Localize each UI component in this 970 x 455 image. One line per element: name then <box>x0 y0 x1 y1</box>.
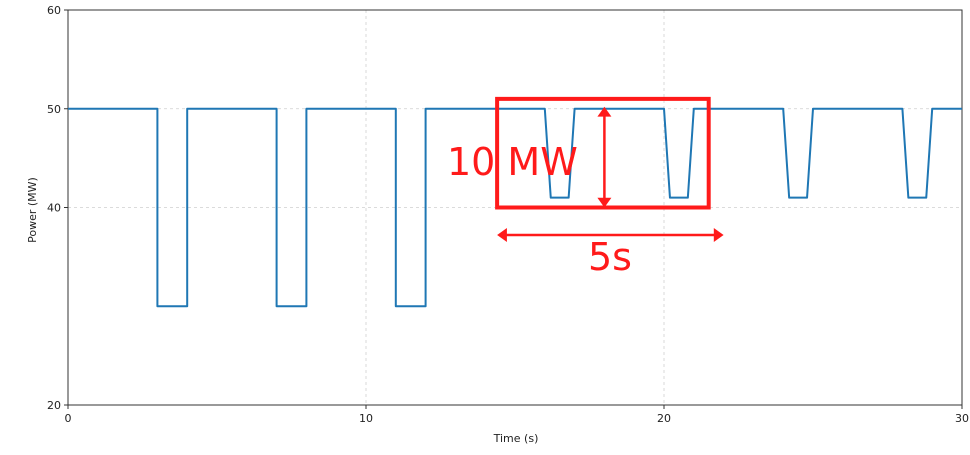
x-tick-label: 10 <box>359 412 373 425</box>
x-tick-label: 30 <box>955 412 969 425</box>
x-tick-label: 20 <box>657 412 671 425</box>
x-axis-label: Time (s) <box>493 432 539 445</box>
horizontal-arrow-head-right <box>713 228 724 242</box>
vertical-arrow-head-bottom <box>597 197 612 208</box>
vertical-arrow-head-top <box>597 106 612 117</box>
annotation-5s: 5s <box>588 235 632 279</box>
y-axis-label: Power (MW) <box>26 177 39 243</box>
power-series-line <box>68 107 962 308</box>
highlight-box <box>495 96 711 210</box>
y-tick-label: 60 <box>47 4 61 17</box>
annotations <box>495 96 724 242</box>
annotation-10mw: 10 MW <box>447 140 578 184</box>
y-tick-label: 20 <box>47 399 61 412</box>
y-tick-label: 50 <box>47 103 61 116</box>
horizontal-arrow-head-left <box>497 228 507 242</box>
x-tick-label: 0 <box>65 412 72 425</box>
series <box>68 107 962 308</box>
tick-labels: 0 10 20 30 20 40 50 60 <box>47 4 969 425</box>
axes <box>64 9 963 409</box>
y-tick-label: 40 <box>47 202 61 215</box>
